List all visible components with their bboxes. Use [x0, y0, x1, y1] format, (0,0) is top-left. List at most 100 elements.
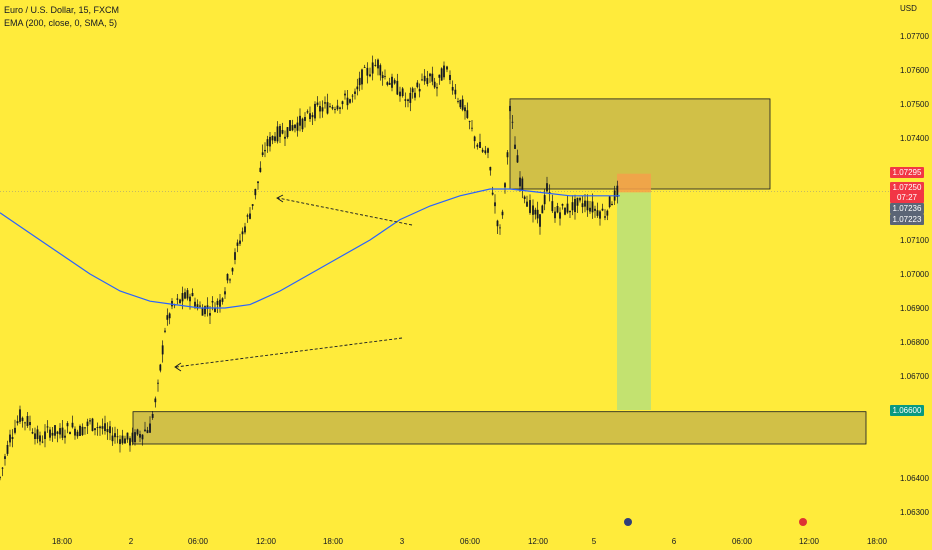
candle-body	[509, 105, 511, 112]
candle-body	[269, 136, 271, 147]
y-tick-label: 1.07000	[900, 270, 929, 279]
candle-body	[59, 428, 61, 435]
candle-body	[191, 292, 194, 297]
candle-body	[66, 423, 69, 427]
y-tick-label: 1.06900	[900, 304, 929, 313]
candle-body	[429, 73, 431, 77]
candle-body	[411, 88, 414, 93]
candle-body	[384, 75, 386, 77]
candle-body	[514, 144, 516, 149]
candle-body	[334, 109, 336, 110]
candle-body	[91, 418, 94, 431]
y-tick-label: 1.07400	[900, 134, 929, 143]
candle-body	[249, 213, 251, 219]
candle-body	[224, 291, 226, 295]
candle-body	[206, 305, 209, 310]
candle-body	[229, 279, 231, 281]
candle-body	[339, 107, 341, 109]
candle-body	[146, 430, 149, 433]
candle-body	[604, 216, 606, 218]
candle-body	[506, 152, 509, 158]
price-badge: 1.07250	[890, 182, 924, 193]
candle-body	[226, 274, 229, 281]
candle-body	[231, 268, 234, 272]
candle-body	[409, 92, 412, 103]
arrow-lower	[175, 337, 403, 368]
candle-body	[396, 80, 399, 95]
candle-body	[19, 409, 21, 422]
candle-body	[479, 142, 481, 148]
candle-body	[346, 97, 349, 106]
candle-body	[548, 192, 551, 194]
arrow-upper-head-icon	[276, 194, 284, 203]
candle-body	[494, 202, 496, 207]
candle-body	[21, 417, 24, 422]
candle-body	[309, 113, 311, 120]
candle-body	[523, 196, 526, 199]
candle-body	[554, 211, 556, 219]
candle-body	[579, 198, 581, 201]
candle-body	[121, 435, 124, 444]
candle-body	[101, 426, 104, 429]
y-tick-label: 1.07500	[900, 100, 929, 109]
candle-body	[499, 227, 501, 229]
candle-body	[440, 68, 443, 81]
candle-body	[519, 177, 521, 187]
candle-body	[54, 425, 56, 436]
candle-body	[134, 432, 136, 443]
candle-body	[596, 210, 599, 216]
candle-body	[436, 87, 438, 89]
candle-body	[1, 467, 4, 469]
candle-body	[74, 428, 76, 436]
candle-body	[341, 101, 344, 105]
candle-body	[574, 198, 576, 213]
candle-body	[329, 106, 331, 107]
candle-body	[99, 426, 101, 429]
candle-body	[274, 136, 276, 141]
candle-body	[377, 59, 379, 69]
candle-body	[151, 413, 154, 418]
candle-body	[111, 435, 114, 442]
candle-body	[461, 99, 464, 110]
candle-body	[351, 95, 354, 97]
candle-body	[576, 197, 579, 206]
candle-body	[423, 75, 426, 82]
candle-body	[476, 144, 479, 147]
candle-body	[416, 82, 419, 88]
candle-body	[24, 422, 26, 424]
price-badge: 1.07223	[890, 214, 924, 225]
candle-body	[496, 220, 499, 227]
candle-body	[379, 65, 382, 76]
candle-body	[76, 431, 79, 437]
stop-loss-area	[617, 173, 651, 193]
indicator-title: EMA (200, close, 0, SMA, 5)	[4, 18, 118, 28]
candle-body	[41, 441, 44, 443]
candle-body	[559, 212, 561, 219]
candle-body	[466, 110, 469, 118]
candle-body	[501, 211, 504, 216]
candle-body	[199, 305, 201, 307]
candle-body	[543, 195, 546, 205]
candle-body	[571, 202, 574, 211]
arrow-lower-head-icon	[174, 362, 182, 372]
candle-body	[414, 92, 416, 98]
candle-body	[291, 125, 294, 131]
candle-body	[451, 86, 454, 91]
candle-body	[149, 423, 151, 433]
candle-body	[114, 433, 116, 438]
candle-body	[136, 429, 139, 435]
candle-body	[584, 200, 586, 207]
candle-body	[71, 422, 74, 428]
candle-body	[314, 103, 316, 119]
candle-body	[29, 422, 31, 426]
candle-body	[69, 432, 71, 435]
price-badge: 1.07236	[890, 203, 924, 214]
candle-body	[532, 205, 534, 215]
candle-body	[481, 149, 484, 152]
x-tick-label: 6	[672, 537, 677, 546]
candle-body	[371, 62, 374, 74]
candle-body	[264, 149, 266, 152]
price-badge: 1.07295	[890, 167, 924, 178]
